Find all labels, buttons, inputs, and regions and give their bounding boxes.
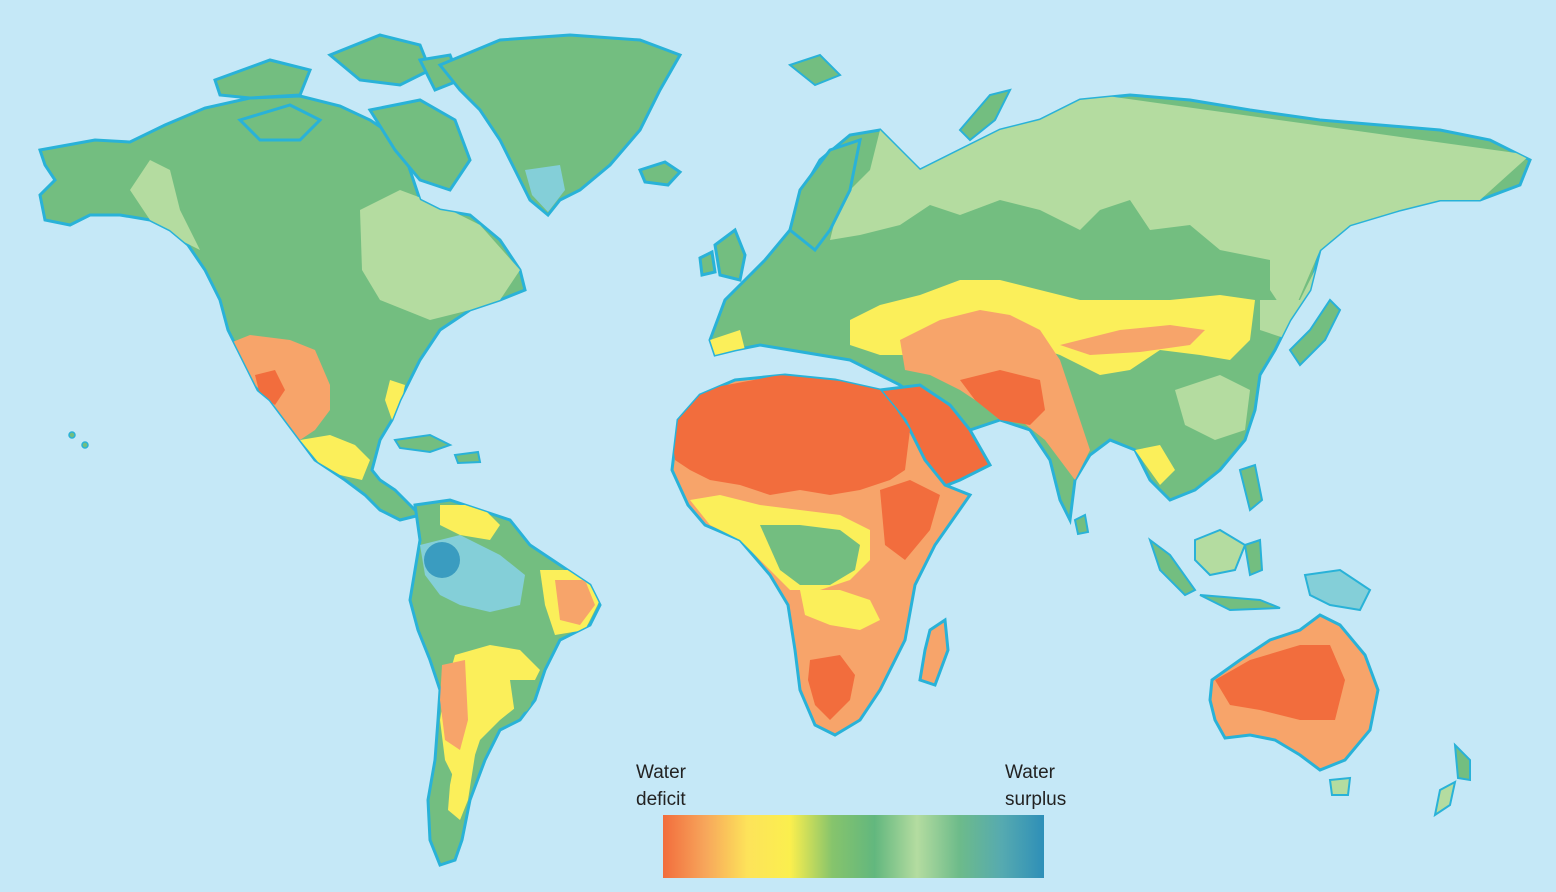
greenland (437, 33, 683, 218)
legend-water-surplus-label: Water surplus (1005, 759, 1066, 813)
southeast-asia-islands (1148, 463, 1372, 612)
eurasia (698, 53, 1532, 536)
hawaii-islands (68, 431, 76, 439)
africa (670, 373, 973, 737)
new-zealand (1433, 742, 1471, 818)
south-america (408, 498, 602, 867)
legend-low-label-line1: Water (636, 762, 686, 783)
legend-water-deficit-label: Water deficit (636, 759, 686, 813)
north-america (38, 33, 527, 522)
legend-high-label-line2: surplus (1005, 789, 1067, 810)
hawaii-islands (81, 441, 89, 449)
legend-color-gradient (663, 815, 1044, 878)
madagascar (918, 617, 950, 687)
australia (1208, 613, 1380, 796)
legend-high-label-line1: Water (1005, 762, 1055, 783)
iceland (637, 160, 683, 187)
legend-low-label-line2: deficit (636, 789, 686, 810)
